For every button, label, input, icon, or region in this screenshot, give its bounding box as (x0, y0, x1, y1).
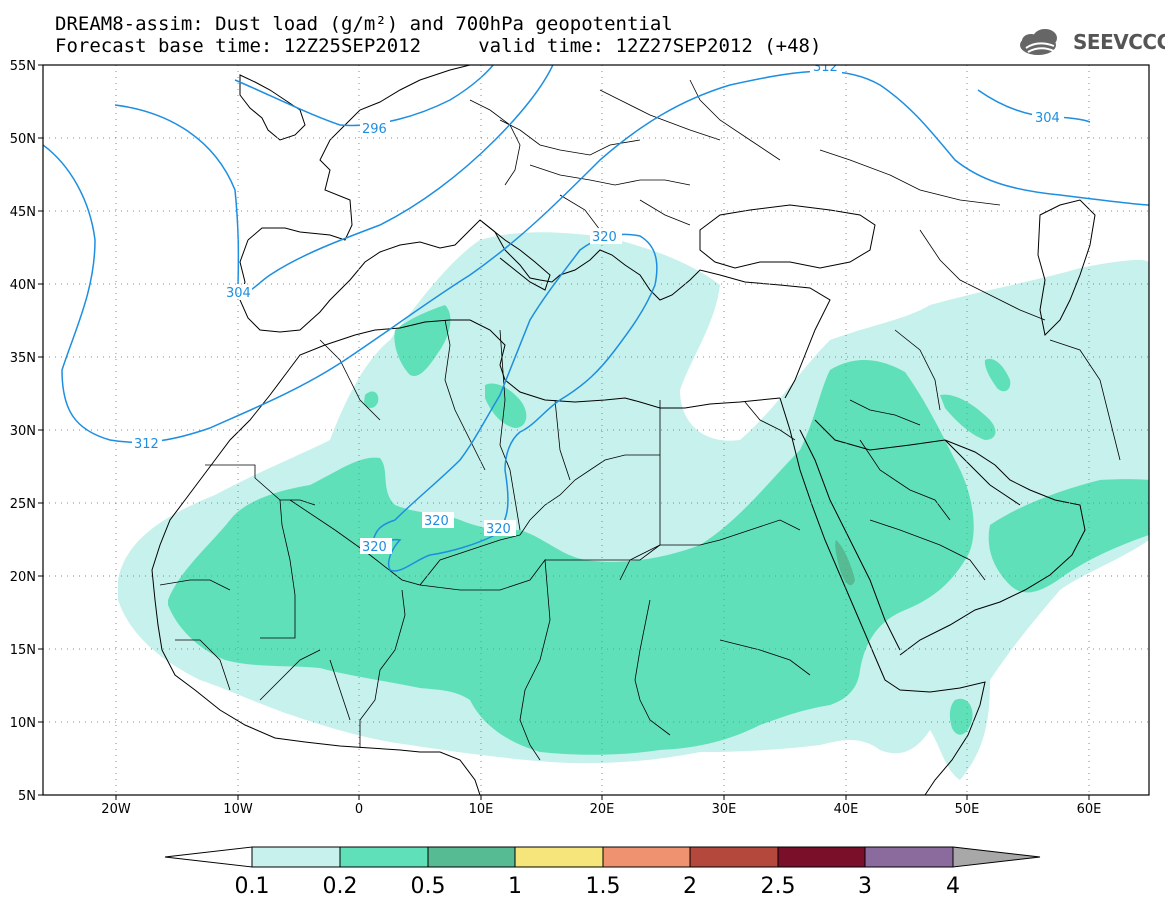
colorbar-labels: 0.1 0.2 0.5 1 1.5 2 2.5 3 4 (235, 874, 961, 899)
colorbar-label: 1 (508, 874, 522, 899)
map-title: DREAM8-assim: Dust load (g/m²) and 700hP… (55, 13, 673, 35)
lat-label: 30N (10, 424, 36, 439)
lat-label: 20N (10, 570, 36, 585)
contour-label: 320 (592, 230, 617, 245)
logo-text: SEEVCCC (1073, 30, 1165, 54)
colorbar-over-arrow (952, 846, 1041, 868)
lon-label: 60E (1077, 802, 1102, 817)
graticule (43, 65, 1149, 795)
lat-label: 25N (10, 497, 36, 512)
colorbar-label: 0.2 (323, 874, 358, 899)
map-area: 296 304 312 320 320 320 320 312 304 (43, 60, 1149, 795)
lat-label: 50N (10, 132, 36, 147)
colorbar-label: 2.5 (761, 874, 796, 899)
colorbar-label: 0.1 (235, 874, 270, 899)
contour-label: 320 (362, 540, 387, 555)
lon-label: 0 (355, 802, 363, 817)
lat-label: 10N (10, 716, 36, 731)
colorbar-label: 2 (683, 874, 697, 899)
colorbar-label: 3 (858, 874, 872, 899)
dust-shade-0-5 (835, 540, 855, 586)
lat-label: 45N (10, 205, 36, 220)
contour-label: 312 (134, 437, 159, 452)
lat-label: 5N (18, 789, 36, 804)
contour-label: 320 (424, 514, 449, 529)
colorbar-segment (689, 846, 779, 868)
lon-label: 30E (712, 802, 737, 817)
axis-ticks (38, 64, 1090, 800)
contour-labels: 296 304 312 320 320 320 320 312 304 (132, 60, 1064, 555)
dust-shade-0-2 (168, 305, 1149, 755)
contour-label: 304 (1035, 111, 1060, 126)
colorbar (164, 846, 1041, 868)
lat-label: 55N (10, 59, 36, 74)
lat-label: 15N (10, 643, 36, 658)
lon-label: 20E (590, 802, 615, 817)
colorbar-segment (602, 846, 691, 868)
lat-label: 35N (10, 351, 36, 366)
cloud-icon (1020, 29, 1057, 55)
colorbar-label: 0.5 (411, 874, 446, 899)
coastlines (151, 65, 1096, 795)
colorbar-segment (777, 846, 866, 868)
colorbar-segment (864, 846, 954, 868)
colorbar-label: 4 (946, 874, 960, 899)
colorbar-segment (514, 846, 604, 868)
contour-label: 312 (813, 60, 838, 75)
lon-label: 20W (101, 802, 131, 817)
country-borders (159, 79, 1121, 761)
colorbar-segment (339, 846, 429, 868)
seevccc-logo (1020, 29, 1057, 55)
lon-label: 10E (469, 802, 494, 817)
longitude-labels: 20W 10W 0 10E 20E 30E 40E 50E 60E (101, 802, 1101, 817)
colorbar-segment (251, 846, 341, 868)
colorbar-segment (427, 846, 516, 868)
lat-label: 40N (10, 278, 36, 293)
latitude-labels: 55N 50N 45N 40N 35N 30N 25N 20N 15N 10N … (10, 59, 36, 804)
contour-label: 320 (486, 522, 511, 537)
lon-label: 10W (223, 802, 253, 817)
contour-label: 296 (362, 122, 387, 137)
lon-label: 50E (955, 802, 980, 817)
forecast-time-line: Forecast base time: 12Z25SEP2012 valid t… (55, 35, 822, 57)
lon-label: 40E (834, 802, 859, 817)
colorbar-label: 1.5 (586, 874, 621, 899)
colorbar-under-arrow (164, 846, 253, 868)
